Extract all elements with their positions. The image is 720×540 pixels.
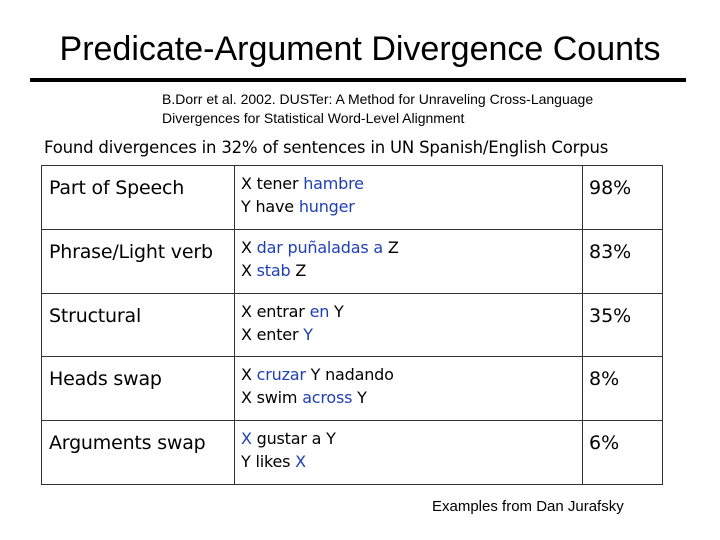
example-word: X bbox=[241, 365, 257, 385]
highlighted-word: X bbox=[241, 429, 252, 449]
table-row: Heads swap X cruzar Y nadando X swim acros… bbox=[41, 356, 663, 422]
spanish-example: X tener hambre bbox=[241, 172, 582, 195]
title-underline bbox=[30, 78, 686, 82]
example-word: X swim bbox=[241, 388, 303, 408]
example-word: X bbox=[241, 260, 257, 280]
percent-value: 98% bbox=[582, 165, 663, 230]
finding-text: Found divergences in 32% of sentences in… bbox=[44, 138, 609, 157]
spanish-example: X gustar a Y bbox=[241, 427, 582, 450]
example-word: Y likes bbox=[241, 452, 296, 472]
example-word: Z bbox=[290, 260, 307, 280]
citation: B.Dorr et al. 2002. DUSTer: A Method for… bbox=[162, 90, 682, 128]
citation-line-2: Divergences for Statistical Word-Level A… bbox=[162, 110, 465, 126]
divergence-type: Structural bbox=[41, 292, 235, 358]
spanish-example: X dar puñaladas a Z bbox=[241, 236, 582, 259]
example-word: X bbox=[241, 237, 257, 257]
slide-title: Predicate-Argument Divergence Counts bbox=[59, 30, 661, 68]
divergence-type: Arguments swap bbox=[41, 420, 235, 485]
divergence-type: Heads swap bbox=[41, 356, 235, 422]
example-word: X entrar bbox=[241, 301, 310, 321]
highlighted-word: dar puñaladas a bbox=[256, 237, 384, 257]
example-cell: X tener hambre Y have hunger bbox=[234, 165, 583, 230]
table-row: Part of Speech X tener hambre Y have hunge… bbox=[41, 165, 663, 230]
english-example: X stab Z bbox=[241, 259, 582, 282]
highlighted-word: Y bbox=[303, 324, 313, 344]
highlighted-word: stab bbox=[256, 260, 291, 280]
highlighted-word: cruzar bbox=[256, 365, 306, 385]
example-word: X enter bbox=[241, 324, 304, 344]
example-word: Y nadando bbox=[305, 365, 394, 385]
percent-value: 6% bbox=[582, 420, 663, 485]
example-cell: X cruzar Y nadando X swim across Y bbox=[234, 356, 583, 422]
percent-value: 83% bbox=[582, 228, 663, 294]
example-word: Y have bbox=[241, 197, 299, 216]
example-word: Y bbox=[352, 388, 367, 408]
english-example: Y have hunger bbox=[241, 195, 582, 218]
example-word: Y bbox=[329, 301, 344, 321]
divergence-table-body: Part of Speech X tener hambre Y have hunge… bbox=[41, 165, 663, 485]
citation-line-1: B.Dorr et al. 2002. DUSTer: A Method for… bbox=[162, 91, 594, 107]
spanish-example: X entrar en Y bbox=[241, 300, 582, 323]
english-example: X swim across Y bbox=[241, 386, 582, 409]
highlighted-word: hunger bbox=[298, 197, 355, 216]
english-example: Y likes X bbox=[241, 450, 582, 473]
percent-value: 35% bbox=[582, 292, 663, 358]
highlighted-word: across bbox=[302, 388, 353, 408]
example-word: X tener bbox=[241, 174, 304, 193]
english-example: X enter Y bbox=[241, 323, 582, 346]
example-word: gustar a Y bbox=[251, 429, 336, 449]
divergence-table: Part of Speech X tener hambre Y have hunge… bbox=[41, 165, 663, 485]
divergence-type: Part of Speech bbox=[41, 165, 235, 230]
highlighted-word: en bbox=[309, 301, 330, 321]
example-word: Z bbox=[382, 237, 399, 257]
highlighted-word: X bbox=[295, 452, 306, 472]
highlighted-word: hambre bbox=[303, 174, 364, 193]
divergence-type: Phrase/Light verb bbox=[41, 228, 235, 294]
footer-credit: Examples from Dan Jurafsky bbox=[432, 498, 624, 515]
spanish-example: X cruzar Y nadando bbox=[241, 363, 582, 386]
percent-value: 8% bbox=[582, 356, 663, 422]
